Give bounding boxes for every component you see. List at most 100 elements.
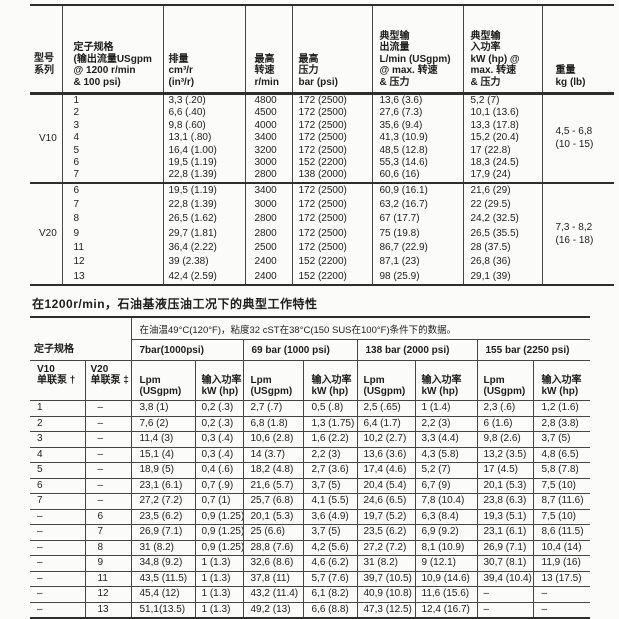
- cell: 3400: [244, 132, 292, 145]
- cell: 43,2 (11.4): [242, 586, 303, 603]
- spec-header-stator: 定子规格 (输出流量USgpm @ 1200 r/min & 100 psi): [61, 5, 163, 95]
- cell: 6,6 (.40): [162, 107, 245, 120]
- cell: 15,1 (4): [130, 447, 195, 463]
- spec-row: 7 22,8 (1.39) 3000 172 (2500) 63,2 (16.7) 22 …: [30, 198, 614, 213]
- cell: 22,8 (1.39): [162, 198, 245, 213]
- cell: 14 (3.7): [242, 447, 303, 463]
- cell: 7,5 (10): [532, 509, 591, 525]
- cell: 17,4 (4.6): [356, 462, 415, 479]
- perf-header-pressure-155bar: 155 bar (2250 psi): [476, 339, 591, 361]
- cell: 6,3 (8.4): [414, 509, 477, 525]
- perf-header-pressure-7bar: 7bar(1000psi): [130, 339, 243, 361]
- cell: 25 (6.6): [242, 524, 303, 541]
- cell: 2,7 (.7): [242, 400, 303, 417]
- cell: 37,8 (11): [242, 571, 303, 587]
- cell: 13,1 (.80): [162, 132, 245, 145]
- cell: 67 (17.7): [371, 212, 463, 227]
- cell: 172 (2500): [291, 119, 372, 133]
- cell: 39 (2.38): [162, 255, 245, 270]
- cell: 3,3 (.20): [162, 93, 245, 108]
- cell: 2,7 (3.6): [302, 462, 357, 479]
- perf-row: 4–15,1 (4) 0,3 (.4) 14 (3.7) 2,2 (3) 13,6 (3…: [30, 447, 591, 463]
- cell: 152 (2200): [291, 157, 372, 170]
- perf-row: –13 51,1(13.5) 1 (1.3) 49,2 (13) 6,6 (8.8) 47…: [30, 602, 591, 619]
- cell: 1 (1.3): [194, 571, 243, 587]
- cell: 29,1 (39): [462, 269, 542, 285]
- cell: –: [30, 509, 85, 525]
- cell: 6,4 (1.7): [356, 416, 415, 432]
- cell: 2800: [244, 169, 292, 183]
- cell: 3: [30, 431, 85, 448]
- perf-row: 3–11,4 (3) 0,3 (.4) 10,6 (2.8) 1,6 (2.2) 10,…: [30, 431, 591, 448]
- perf-header-power-7bar: 输入功率 kW (hp): [194, 360, 243, 401]
- cell: 172 (2500): [291, 212, 372, 227]
- cell: 15,2 (20.4): [462, 132, 542, 145]
- perf-test-conditions-note: 在油温49°C(120°F)，粘度32 cST在38°C(150 SUS在100…: [130, 317, 591, 340]
- cell: 7: [61, 169, 163, 183]
- perf-row: 6–23,1 (6.1) 0,7 (.9) 21,6 (5.7) 3,7 (5) 20,…: [30, 478, 591, 494]
- cell: 2800: [244, 226, 292, 242]
- cell: 1 (1.3): [194, 586, 243, 603]
- cell: 8,7 (11.6): [532, 493, 591, 510]
- cell: 60,6 (16): [371, 169, 463, 183]
- cell: 42,4 (2.59): [162, 269, 245, 285]
- cell: 1 (1.4): [414, 400, 477, 417]
- cell: 9 (12.1): [414, 555, 477, 572]
- cell: 3200: [244, 144, 292, 158]
- cell: 23,5 (6.2): [356, 524, 415, 541]
- cell: 43,5 (11.5): [130, 571, 195, 587]
- cell: 41,3 (10.9): [371, 132, 463, 145]
- cell: 49,2 (13): [242, 602, 303, 619]
- cell: 0,3 (.4): [194, 431, 243, 448]
- cell: 2,2 (3): [302, 447, 357, 463]
- cell: 24,2 (32.5): [462, 212, 542, 227]
- cell: 21,6 (5.7): [242, 478, 303, 494]
- cell: 18,3 (24.5): [462, 157, 542, 170]
- cell: 9,8 (2.6): [476, 431, 533, 448]
- perf-row: 5–18,9 (5) 0,4 (.6) 18,2 (4.8) 2,7 (3.6) 17,…: [30, 462, 591, 479]
- cell: 6: [61, 157, 163, 170]
- perf-header-v10-single-pump: V10 单联泵 †: [30, 360, 85, 401]
- cell: –: [30, 602, 85, 619]
- cell: 1 (1.3): [194, 602, 243, 619]
- cell: –: [84, 416, 131, 432]
- cell: 48,5 (12.8): [371, 144, 463, 158]
- perf-header-flow-138bar: Lpm (USgpm): [356, 360, 415, 401]
- cell: 19,3 (5.1): [476, 509, 533, 525]
- cell: 2,8 (3.8): [532, 416, 591, 432]
- perf-row: 1–3,8 (1) 0,2 (.3) 2,7 (.7) 0,5 (.8) 2,5 (.6…: [30, 400, 591, 417]
- cell: 6 (1.6): [476, 416, 533, 432]
- cell: 2400: [244, 255, 292, 270]
- cell: 1 (1.3): [194, 555, 243, 572]
- cell: 6,7 (9): [414, 478, 477, 494]
- cell: 10,9 (14.6): [414, 571, 477, 587]
- cell: 13: [61, 269, 163, 285]
- cell: 22,8 (1.39): [162, 169, 245, 183]
- cell: 172 (2500): [291, 182, 372, 199]
- cell: 13,3 (17.8): [462, 119, 542, 133]
- cell: 2800: [244, 212, 292, 227]
- cell: 2,3 (.6): [476, 400, 533, 417]
- cell: 25,7 (6.8): [242, 493, 303, 510]
- cell: 87,1 (23): [371, 255, 463, 270]
- cell: 2500: [244, 241, 292, 256]
- cell: 6: [61, 182, 163, 199]
- spec-header-output-flow: 典型输 出流量 L/min (USgpm) @ max. 转速 & 压力: [371, 5, 463, 95]
- perf-header-pressure-69bar: 69 bar (1000 psi): [242, 339, 357, 361]
- cell: 3000: [244, 198, 292, 213]
- cell: 4,2 (5.6): [302, 540, 357, 556]
- performance-table-title: 在1200r/min，石油基液压油工况下的典型工作特性: [32, 297, 318, 311]
- perf-row: –12 45,4 (12) 1 (1.3) 43,2 (11.4) 6,1 (8.2) 4…: [30, 586, 591, 603]
- cell: 16,4 (1.00): [162, 144, 245, 158]
- cell: 24,6 (6.5): [356, 493, 415, 510]
- spec-row: 4 13,1 (.80) 3400 172 (2500) 41,3 (10.9) 15,2…: [30, 132, 614, 145]
- cell: V20: [39, 228, 57, 240]
- cell: 5: [30, 462, 85, 479]
- cell: 9: [61, 226, 163, 242]
- cell: 172 (2500): [291, 226, 372, 242]
- cell: 2,2 (3): [414, 416, 477, 432]
- cell: –: [30, 540, 85, 556]
- cell: V10: [39, 132, 57, 144]
- cell: 19,5 (1.19): [162, 182, 245, 199]
- perf-header-flow-7bar: Lpm (USgpm): [130, 360, 195, 401]
